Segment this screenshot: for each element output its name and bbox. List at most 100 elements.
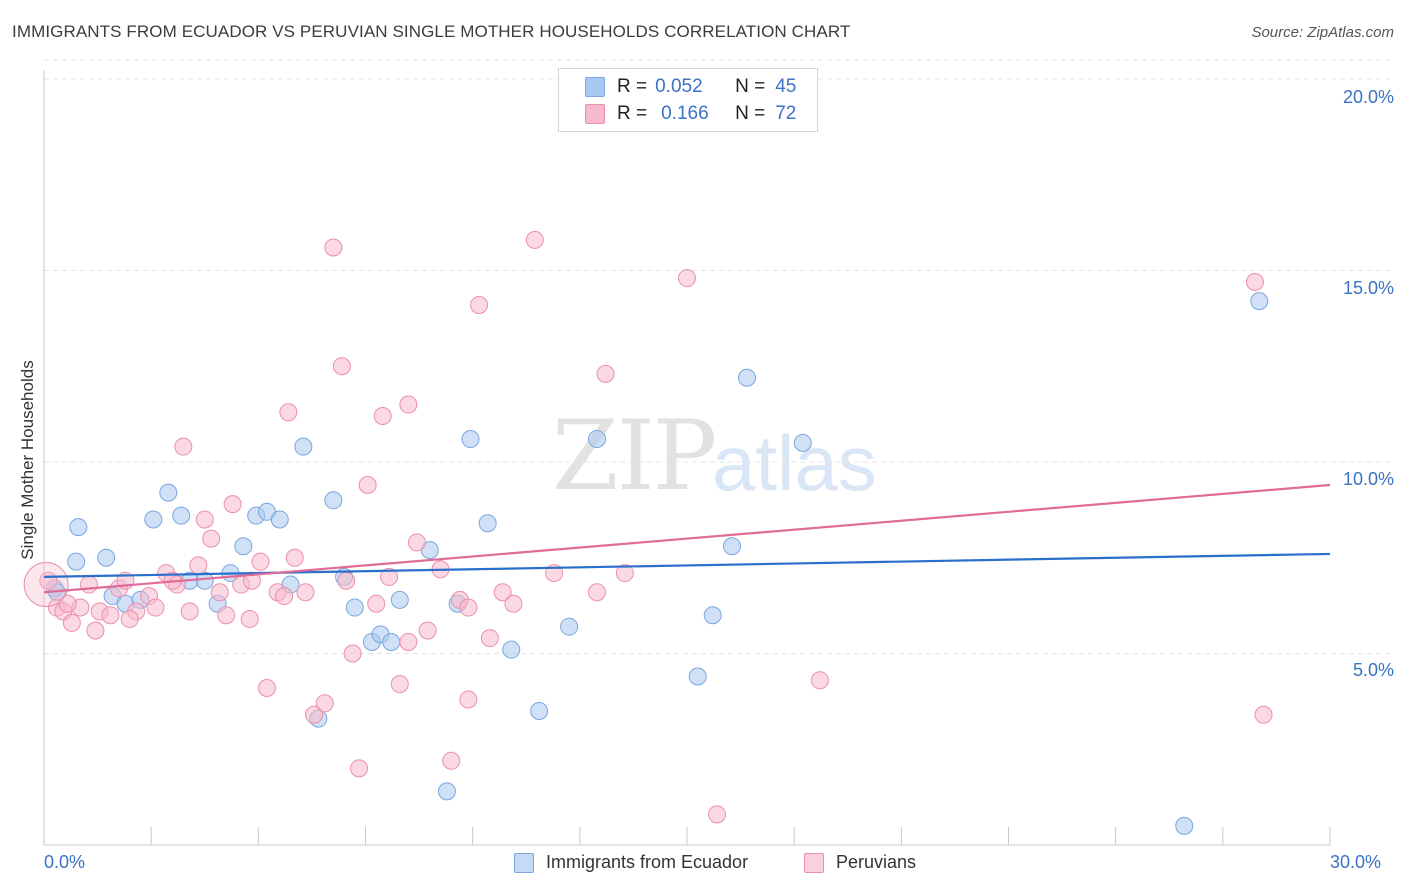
peruvian-point — [120, 610, 139, 629]
legend-item-peruvians[interactable]: Peruvians — [804, 852, 916, 873]
n-label: N = — [735, 103, 766, 124]
peruvian-point — [296, 583, 315, 602]
peruvian-point — [678, 269, 696, 288]
watermark-atlas: atlas — [712, 419, 877, 507]
peruvian-point — [315, 694, 334, 713]
peruvian-point — [324, 238, 343, 257]
peruvian-point — [399, 633, 418, 652]
peruvian-point — [358, 475, 377, 494]
peruvian-point — [257, 678, 276, 697]
ecuador-point — [1175, 816, 1194, 835]
ecuador-point — [172, 506, 191, 525]
peruvian-point — [470, 295, 489, 314]
peruvian-point — [223, 495, 242, 514]
peruvian-point — [407, 533, 426, 552]
ecuador-point — [738, 368, 757, 387]
ecuador-point — [703, 606, 722, 625]
peruvian-point — [337, 571, 356, 590]
ecuador-point — [461, 430, 480, 449]
peruvian-point — [390, 675, 409, 694]
peruvian-point — [240, 610, 259, 629]
ecuador-point — [195, 571, 214, 590]
legend-swatch-peruvians — [804, 852, 824, 873]
ecuador-point — [144, 510, 163, 529]
r-value-ecuador: 0.052 — [655, 76, 703, 97]
peruvian-point — [279, 403, 298, 422]
ecuador-point — [234, 537, 253, 556]
peruvian-point — [810, 671, 829, 690]
peruvian-point — [525, 230, 544, 249]
ecuador-point — [382, 633, 401, 652]
ecuador-point — [502, 640, 521, 659]
peruvian-point — [62, 613, 81, 632]
ecuador-point — [97, 548, 116, 567]
ecuador-point — [560, 617, 579, 636]
peruvian-point — [442, 751, 461, 770]
peruvian-point — [367, 594, 386, 613]
ecuador-point — [294, 437, 313, 456]
peruvian-point — [343, 644, 362, 663]
n-value-ecuador: 45 — [775, 76, 797, 97]
peruvian-point — [504, 594, 523, 613]
ecuador-point — [390, 590, 409, 609]
ecuador-point — [1250, 292, 1269, 311]
peruvian-point — [459, 598, 478, 617]
peruvian-point — [146, 598, 165, 617]
peruvian-point — [195, 510, 214, 529]
peruvian-point — [210, 583, 229, 602]
peruvian-point — [493, 583, 512, 602]
legend-swatch-peruvians — [585, 104, 605, 124]
r-label: R = — [617, 76, 648, 97]
peruvian-point — [708, 805, 727, 824]
n-label: N = — [735, 76, 766, 97]
peruvian-point — [332, 357, 351, 376]
ecuador-point — [688, 667, 707, 686]
ecuador-point — [793, 433, 812, 452]
stats-legend-row-peruvians: R = 0.166 N = 72 — [585, 102, 796, 126]
r-label: R = — [617, 103, 648, 124]
watermark-zip: ZIP — [552, 400, 717, 512]
stats-legend: R = 0.052 N = 45 R = 0.166 N = 72 — [558, 68, 818, 132]
peruvian-point — [86, 621, 105, 640]
legend-item-ecuador[interactable]: Immigrants from Ecuador — [514, 852, 748, 873]
legend-label-ecuador: Immigrants from Ecuador — [546, 852, 749, 872]
peruvian-point — [480, 629, 499, 648]
legend-label-peruvians: Peruvians — [836, 852, 917, 872]
ecuador-point — [324, 491, 343, 510]
peruvian-point — [189, 556, 208, 575]
peruvian-point — [285, 548, 304, 567]
peruvian-point — [587, 583, 606, 602]
x-tick-label-max: 30.0% — [1330, 852, 1382, 872]
peruvian-point — [58, 594, 77, 613]
peruvian-point — [251, 552, 270, 571]
y-tick-label-10: 10.0% — [1342, 469, 1394, 489]
n-value-peruvians: 72 — [775, 103, 797, 124]
ecuador-point — [69, 518, 88, 537]
peruvian-point — [180, 602, 199, 621]
peruvian-point — [217, 606, 236, 625]
ecuador-point — [437, 782, 456, 801]
y-tick-label-15: 15.0% — [1342, 278, 1394, 298]
peruvian-point — [418, 621, 437, 640]
peruvian-point — [80, 575, 99, 594]
peruvian-point — [174, 437, 193, 456]
peruvian-point — [23, 562, 69, 608]
peruvian-trend-line — [43, 483, 1331, 594]
legend-swatch-ecuador — [514, 852, 534, 873]
peruvian-point — [1245, 272, 1264, 291]
peruvian-point — [380, 567, 399, 586]
peruvian-point — [399, 395, 418, 414]
r-value-peruvians: 0.166 — [661, 103, 709, 124]
ecuador-point — [345, 598, 364, 617]
ecuador-point — [723, 537, 742, 556]
peruvian-point — [350, 759, 369, 778]
ecuador-point — [478, 514, 497, 533]
y-tick-label-20: 20.0% — [1342, 87, 1394, 107]
peruvian-point — [373, 407, 392, 426]
chart-title: IMMIGRANTS FROM ECUADOR VS PERUVIAN SING… — [12, 22, 851, 41]
stats-legend-row-ecuador: R = 0.052 N = 45 — [585, 75, 796, 99]
peruvian-point — [101, 606, 120, 625]
ecuador-point — [270, 510, 289, 529]
ecuador-point — [587, 430, 606, 449]
